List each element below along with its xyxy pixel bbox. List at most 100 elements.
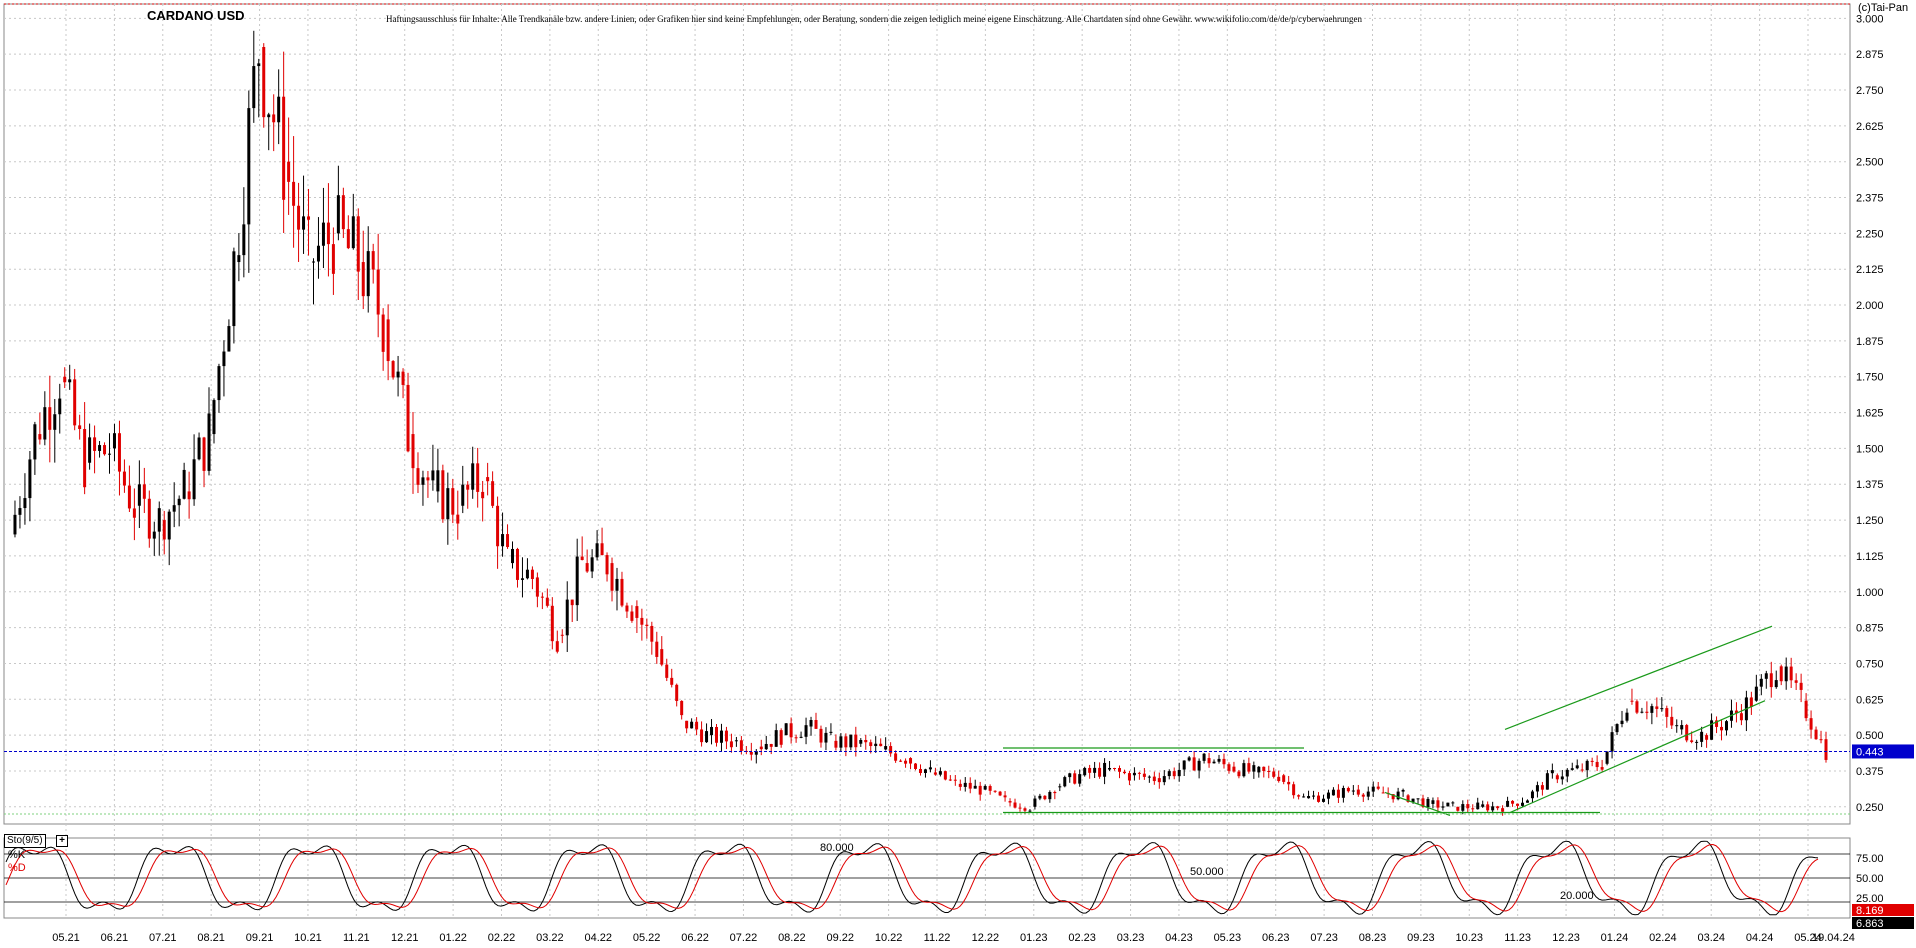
- candle-body: [1277, 776, 1281, 782]
- candle-body: [958, 783, 962, 787]
- expand-indicator-button[interactable]: +: [56, 835, 68, 847]
- candle-body: [351, 216, 355, 249]
- candle-body: [53, 414, 57, 430]
- candle-body: [287, 161, 291, 182]
- candle-body: [132, 508, 136, 518]
- candle-body: [197, 437, 201, 460]
- y-tick-label: 0.625: [1856, 694, 1884, 706]
- candle-body: [63, 376, 67, 383]
- candle-body: [237, 255, 241, 263]
- candle-body: [625, 605, 629, 612]
- candle-body: [824, 732, 828, 743]
- candle-body: [127, 485, 131, 509]
- candle-body: [1406, 795, 1410, 802]
- candle-body: [635, 606, 639, 618]
- candle-body: [506, 534, 510, 548]
- last-d-badge: [1852, 917, 1914, 929]
- candle-body: [112, 433, 116, 449]
- x-tick-label: 12.23: [1552, 932, 1580, 944]
- candle-body: [1809, 718, 1813, 730]
- candle-body: [1307, 795, 1311, 799]
- y-tick-label: 2.625: [1856, 121, 1884, 133]
- candle-body: [356, 216, 360, 272]
- x-tick-label: 12.21: [391, 932, 419, 944]
- candle-body: [739, 740, 743, 751]
- candle-body: [496, 505, 500, 547]
- candle-body: [1038, 795, 1042, 799]
- candle-body: [1013, 802, 1017, 808]
- candle-body: [829, 731, 833, 733]
- x-tick-label: 11.21: [343, 932, 370, 944]
- candle-body: [1784, 666, 1788, 682]
- candle-body: [914, 763, 918, 769]
- candle-body: [1530, 791, 1534, 799]
- x-tick-label: 01.22: [439, 932, 467, 944]
- candle-body: [1625, 712, 1629, 721]
- candle-body: [1326, 792, 1330, 799]
- candle-body: [1456, 806, 1460, 811]
- y-tick-label: 2.375: [1856, 193, 1884, 205]
- candle-body: [1819, 739, 1823, 741]
- x-tick-label: 09.21: [246, 932, 274, 944]
- candle-body: [545, 597, 549, 606]
- candle-body: [257, 63, 261, 67]
- x-tick-label: 07.21: [149, 932, 177, 944]
- candle-body: [1600, 767, 1604, 770]
- candle-body: [819, 728, 823, 743]
- last-price-value: 0.443: [1856, 746, 1884, 758]
- candle-body: [1147, 776, 1151, 778]
- candle-body: [1287, 781, 1291, 785]
- stochastic-level-label: 20.000: [1560, 890, 1594, 902]
- candle-body: [1789, 666, 1793, 681]
- candle-body: [1391, 794, 1395, 800]
- x-tick-label: 04.24: [1746, 932, 1774, 944]
- candle-body: [1525, 800, 1529, 803]
- candle-body: [685, 720, 689, 729]
- candle-body: [1063, 777, 1067, 787]
- candle-body: [441, 470, 445, 520]
- candle-body: [933, 772, 937, 775]
- candle-body: [202, 437, 206, 471]
- candle-body: [1739, 713, 1743, 721]
- candle-body: [1720, 726, 1724, 731]
- candle-body: [471, 463, 475, 490]
- candle-body: [998, 791, 1002, 796]
- trend-line: [1504, 625, 1773, 730]
- candle-body: [1486, 804, 1490, 811]
- candle-body: [645, 624, 649, 626]
- candle-body: [1331, 789, 1335, 796]
- y-tick-label: 0.500: [1856, 730, 1884, 742]
- candle-body: [550, 605, 554, 642]
- candle-body: [670, 677, 674, 685]
- candle-body: [446, 488, 450, 520]
- candle-body: [1421, 798, 1425, 808]
- candle-body: [540, 596, 544, 598]
- candle-body: [849, 734, 853, 748]
- stochastic-y-tick: 50.00: [1856, 873, 1884, 885]
- candle-body: [376, 269, 380, 315]
- candle-body: [784, 723, 788, 736]
- candle-body: [1764, 673, 1768, 679]
- candle-body: [1749, 697, 1753, 707]
- candle-body: [1446, 802, 1450, 807]
- candle-body: [212, 400, 216, 435]
- candle-body: [928, 767, 932, 770]
- stochastic-indicator-label[interactable]: Sto(9/5): [4, 834, 46, 848]
- candle-body: [610, 563, 614, 591]
- candle-body: [1695, 741, 1699, 743]
- stochastic-y-tick: 75.00: [1856, 853, 1884, 865]
- candle-body: [1794, 680, 1798, 683]
- candle-body: [1685, 725, 1689, 741]
- candle-body: [948, 779, 952, 781]
- candle-body: [252, 66, 256, 109]
- candle-body: [217, 366, 221, 401]
- candle-body: [1177, 769, 1181, 777]
- candle-body: [182, 469, 186, 499]
- candle-body: [1595, 761, 1599, 768]
- x-tick-label: 05.23: [1214, 932, 1242, 944]
- candle-body: [122, 471, 126, 486]
- candle-body: [595, 543, 599, 558]
- candle-body: [222, 351, 226, 367]
- x-tick-label: 07.22: [730, 932, 758, 944]
- candle-body: [461, 484, 465, 506]
